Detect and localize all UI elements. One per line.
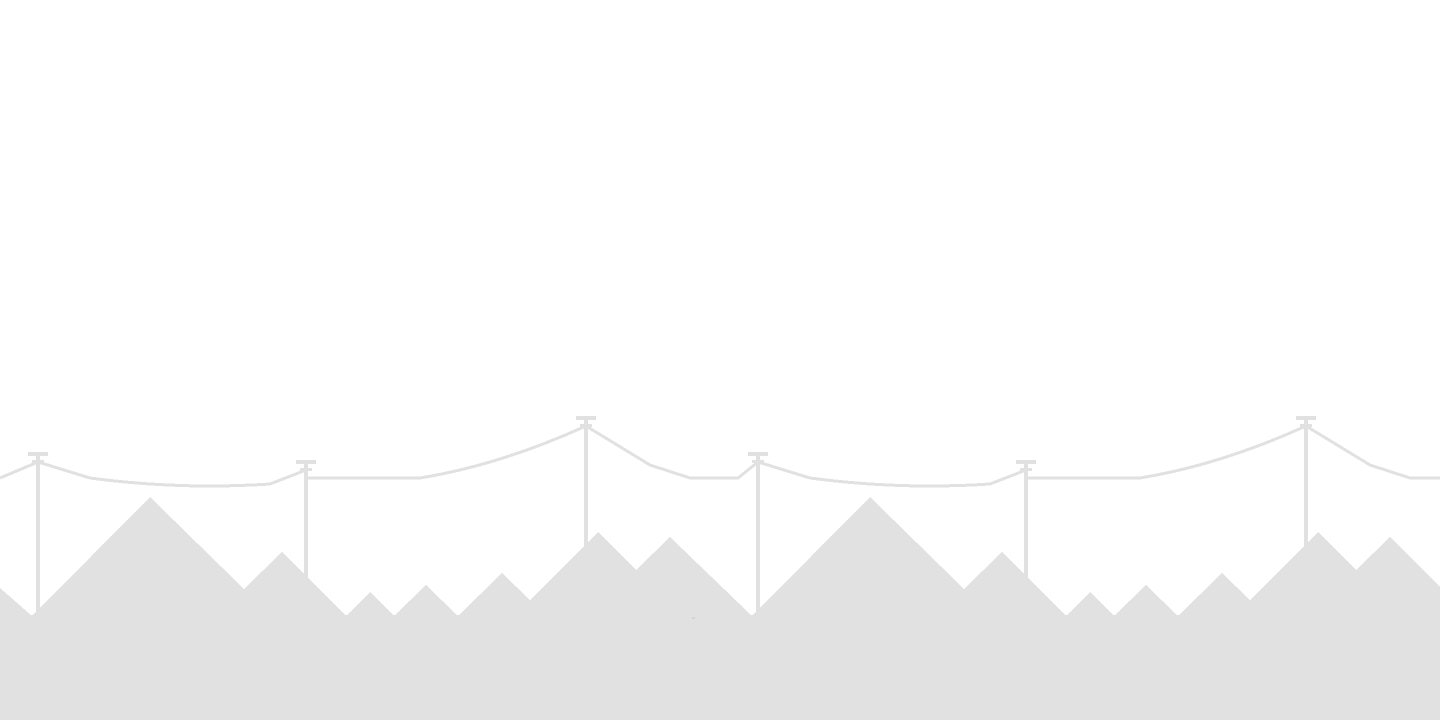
power-line [306, 424, 587, 480]
power-lines [0, 424, 1440, 488]
power-line [1305, 424, 1440, 480]
utility-pole [28, 452, 48, 615]
power-line [757, 460, 1027, 488]
utility-pole [748, 452, 768, 615]
utility-pole [296, 460, 316, 583]
utility-pole [1296, 416, 1316, 559]
power-line [0, 460, 307, 488]
power-line [585, 424, 759, 480]
ground [0, 615, 1440, 720]
ground-speck [692, 617, 695, 619]
power-line [1026, 424, 1307, 480]
utility-pole [1016, 460, 1036, 583]
utility-poles [28, 416, 1316, 615]
utility-pole [576, 416, 596, 559]
